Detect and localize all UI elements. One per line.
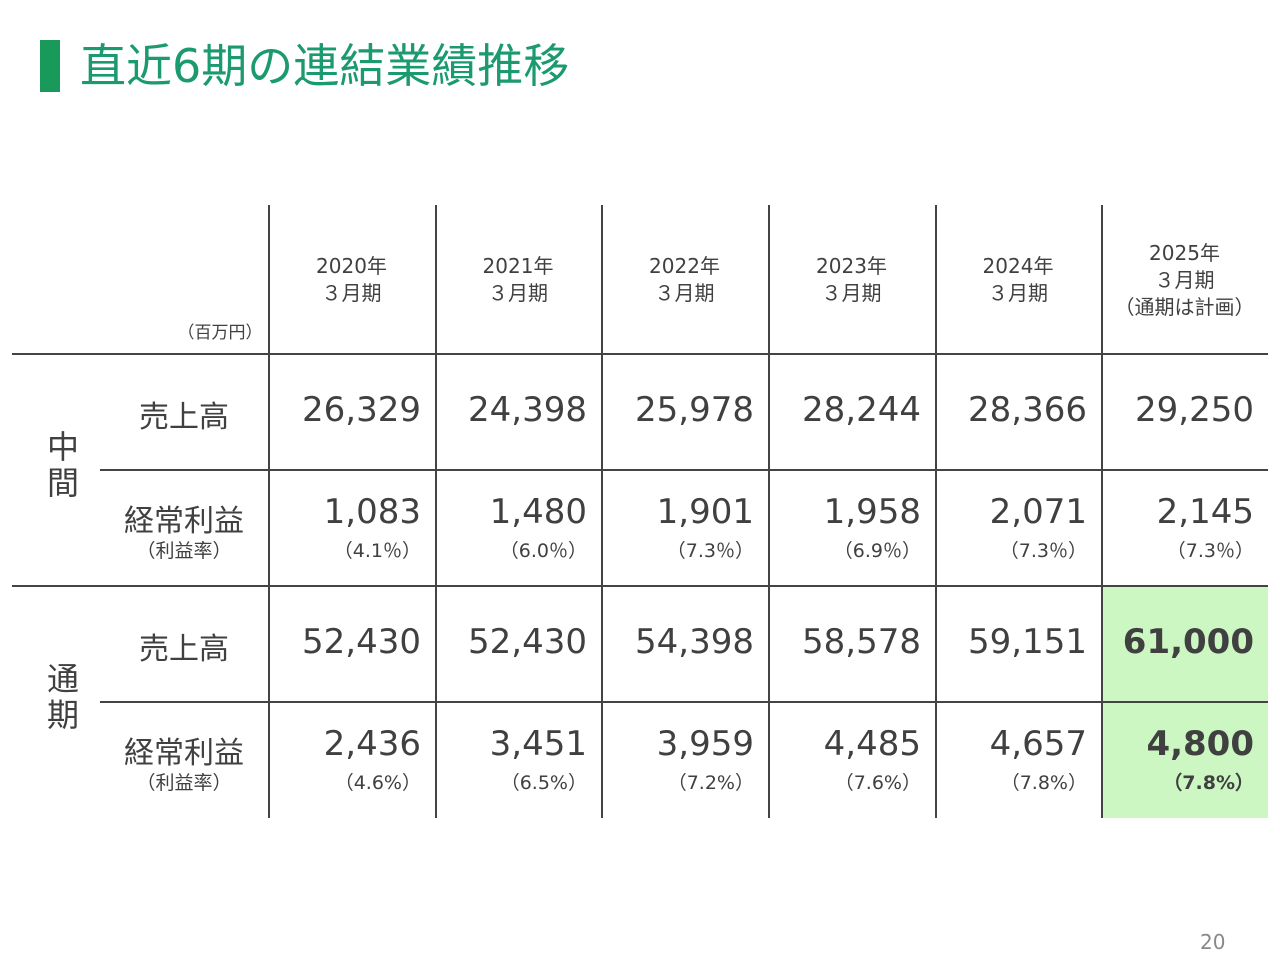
value-cell: 2,145	[1156, 492, 1254, 532]
column-header: ３月期	[654, 281, 715, 305]
rate-cell: （7.2%）	[667, 772, 754, 794]
value-cell: 52,430	[302, 622, 421, 662]
column-line	[768, 205, 770, 818]
column-header: 2020年	[316, 254, 387, 278]
value-cell: 54,398	[635, 622, 754, 662]
value-cell: 61,000	[1122, 622, 1254, 662]
column-line	[268, 205, 270, 818]
rate-cell: （7.8%）	[1000, 772, 1087, 794]
column-header: 2023年	[816, 254, 887, 278]
value-cell: 4,657	[989, 724, 1087, 764]
column-line	[1101, 205, 1103, 818]
row-line	[100, 469, 1268, 471]
slide-title: 直近6期の連結業績推移	[80, 39, 570, 93]
column-header: ３月期	[821, 281, 882, 305]
group-label: 中間	[42, 430, 80, 502]
row-label: 経常利益	[124, 504, 244, 539]
column-header: ３月期	[488, 281, 548, 305]
column-header: ３月期	[988, 281, 1048, 305]
value-cell: 2,436	[323, 724, 421, 764]
value-cell: 26,329	[302, 390, 421, 430]
column-line	[935, 205, 937, 818]
value-cell: 29,250	[1135, 390, 1254, 430]
unit-label: （百万円）	[177, 323, 263, 343]
column-header: 2025年	[1149, 240, 1220, 265]
value-cell: 25,978	[635, 390, 754, 430]
value-cell: 4,485	[823, 724, 921, 764]
row-label: 売上高	[139, 400, 229, 435]
rate-cell: （7.6%）	[834, 772, 921, 794]
rate-cell: （6.9％）	[833, 540, 921, 562]
row-line	[100, 701, 1268, 703]
column-header: 2021年	[482, 254, 554, 278]
row-note: （利益率）	[136, 540, 232, 562]
title-bar	[40, 40, 60, 92]
value-cell: 24,398	[468, 390, 587, 430]
page-number: 20	[1200, 930, 1226, 954]
value-cell: 3,451	[489, 724, 587, 764]
column-header: ３月期	[1154, 267, 1215, 292]
group-line	[12, 585, 1268, 587]
value-cell: 52,430	[468, 622, 587, 662]
column-header: （通期は計画）	[1114, 294, 1255, 319]
value-cell: 28,366	[968, 390, 1087, 430]
value-cell: 58,578	[802, 622, 921, 662]
rate-cell: （4.1％）	[333, 540, 421, 562]
rate-cell: （6.5%）	[500, 772, 587, 794]
rate-cell: （7.3％）	[1166, 540, 1254, 562]
value-cell: 2,071	[989, 492, 1087, 532]
value-cell: 1,901	[656, 492, 754, 532]
rate-cell: （7.3％）	[999, 540, 1087, 562]
column-line	[435, 205, 437, 818]
group-line	[12, 353, 1268, 355]
value-cell: 59,151	[968, 622, 1087, 662]
value-cell: 28,244	[802, 390, 921, 430]
column-line	[601, 205, 603, 818]
rate-cell: （7.8%）	[1163, 772, 1254, 794]
value-cell: 1,958	[823, 492, 921, 532]
value-cell: 1,480	[489, 492, 587, 532]
rate-cell: （6.0％）	[499, 540, 587, 562]
column-header: ３月期	[321, 281, 382, 305]
group-label: 通期	[42, 662, 80, 734]
value-cell: 3,959	[656, 724, 754, 764]
column-header: 2022年	[649, 254, 720, 278]
row-note: （利益率）	[136, 772, 232, 794]
row-label: 売上高	[139, 632, 229, 667]
row-label: 経常利益	[124, 736, 244, 771]
value-cell: 1,083	[323, 492, 421, 532]
rate-cell: （7.3％）	[666, 540, 754, 562]
value-cell: 4,800	[1146, 724, 1254, 764]
column-header: 2024年	[982, 254, 1054, 278]
rate-cell: （4.6%）	[334, 772, 421, 794]
